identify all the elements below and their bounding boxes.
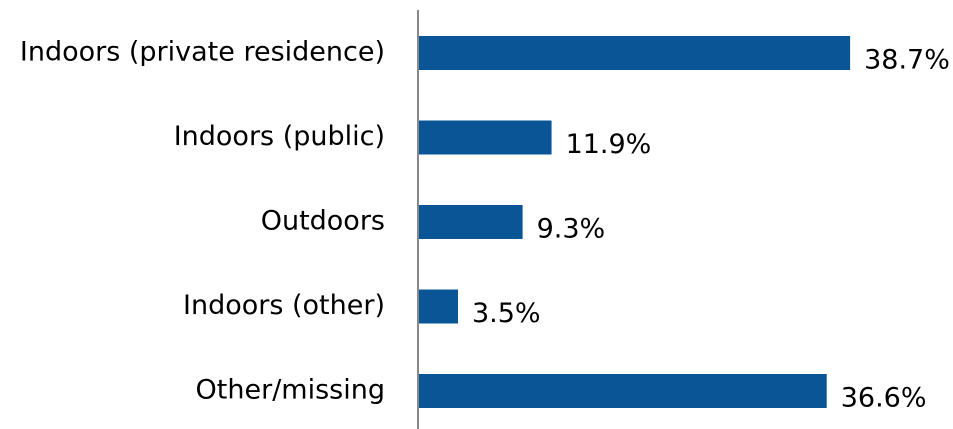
value-label: 36.6% <box>841 383 927 414</box>
bar <box>419 374 827 408</box>
value-label: 3.5% <box>472 298 541 329</box>
bar <box>419 120 552 155</box>
bar <box>419 36 851 70</box>
category-label: Other/missing <box>196 375 385 406</box>
bar <box>419 289 458 324</box>
value-label: 38.7% <box>864 45 950 76</box>
category-label: Outdoors <box>261 206 385 237</box>
value-label: 9.3% <box>537 214 606 245</box>
category-label: Indoors (private residence) <box>20 37 385 68</box>
value-label: 11.9% <box>566 129 652 160</box>
category-label: Indoors (public) <box>174 121 385 152</box>
category-label: Indoors (other) <box>183 290 385 321</box>
bar <box>419 205 523 239</box>
